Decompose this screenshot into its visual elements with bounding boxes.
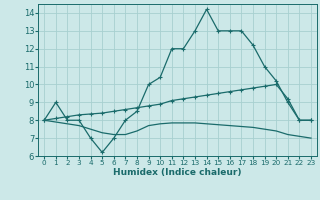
X-axis label: Humidex (Indice chaleur): Humidex (Indice chaleur) <box>113 168 242 177</box>
